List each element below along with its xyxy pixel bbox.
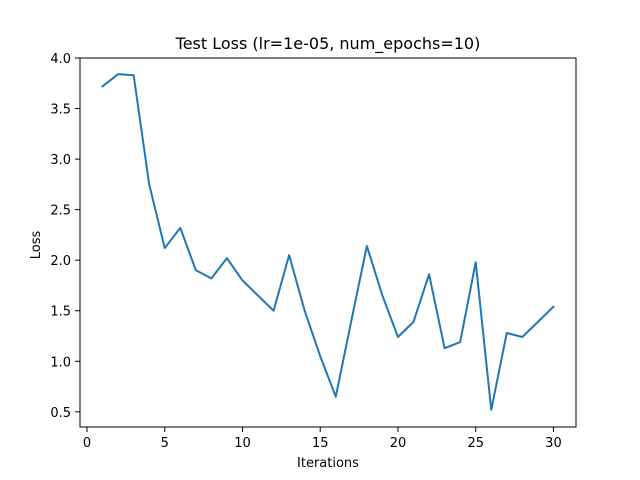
x-tick-label: 0: [83, 436, 91, 451]
x-axis-label: Iterations: [297, 456, 359, 471]
y-axis-label: Loss: [29, 231, 44, 260]
x-tick-label: 15: [312, 436, 329, 451]
y-tick-label: 0.5: [50, 406, 71, 421]
y-tick-label: 1.5: [50, 305, 71, 320]
x-tick-label: 10: [234, 436, 251, 451]
x-tick-label: 20: [390, 436, 407, 451]
x-tick-label: 5: [161, 436, 169, 451]
x-tick-label: 30: [545, 436, 562, 451]
x-tick-label: 25: [467, 436, 484, 451]
y-tick-label: 1.0: [50, 355, 71, 370]
y-tick-label: 2.5: [50, 204, 71, 219]
chart-title: Test Loss (lr=1e-05, num_epochs=10): [175, 34, 481, 54]
y-tick-label: 3.5: [50, 103, 71, 118]
y-tick-label: 2.0: [50, 254, 71, 269]
series-line: [101, 73, 555, 411]
axes-frame: [79, 57, 577, 428]
y-tick-label: 4.0: [50, 52, 71, 67]
y-tick-label: 3.0: [50, 153, 71, 168]
plot-area: 0 5 10 15 20 25 30 0.5 1.0 1.5 2.0 2.5 3.0 3.5 4.0: [50, 52, 577, 451]
